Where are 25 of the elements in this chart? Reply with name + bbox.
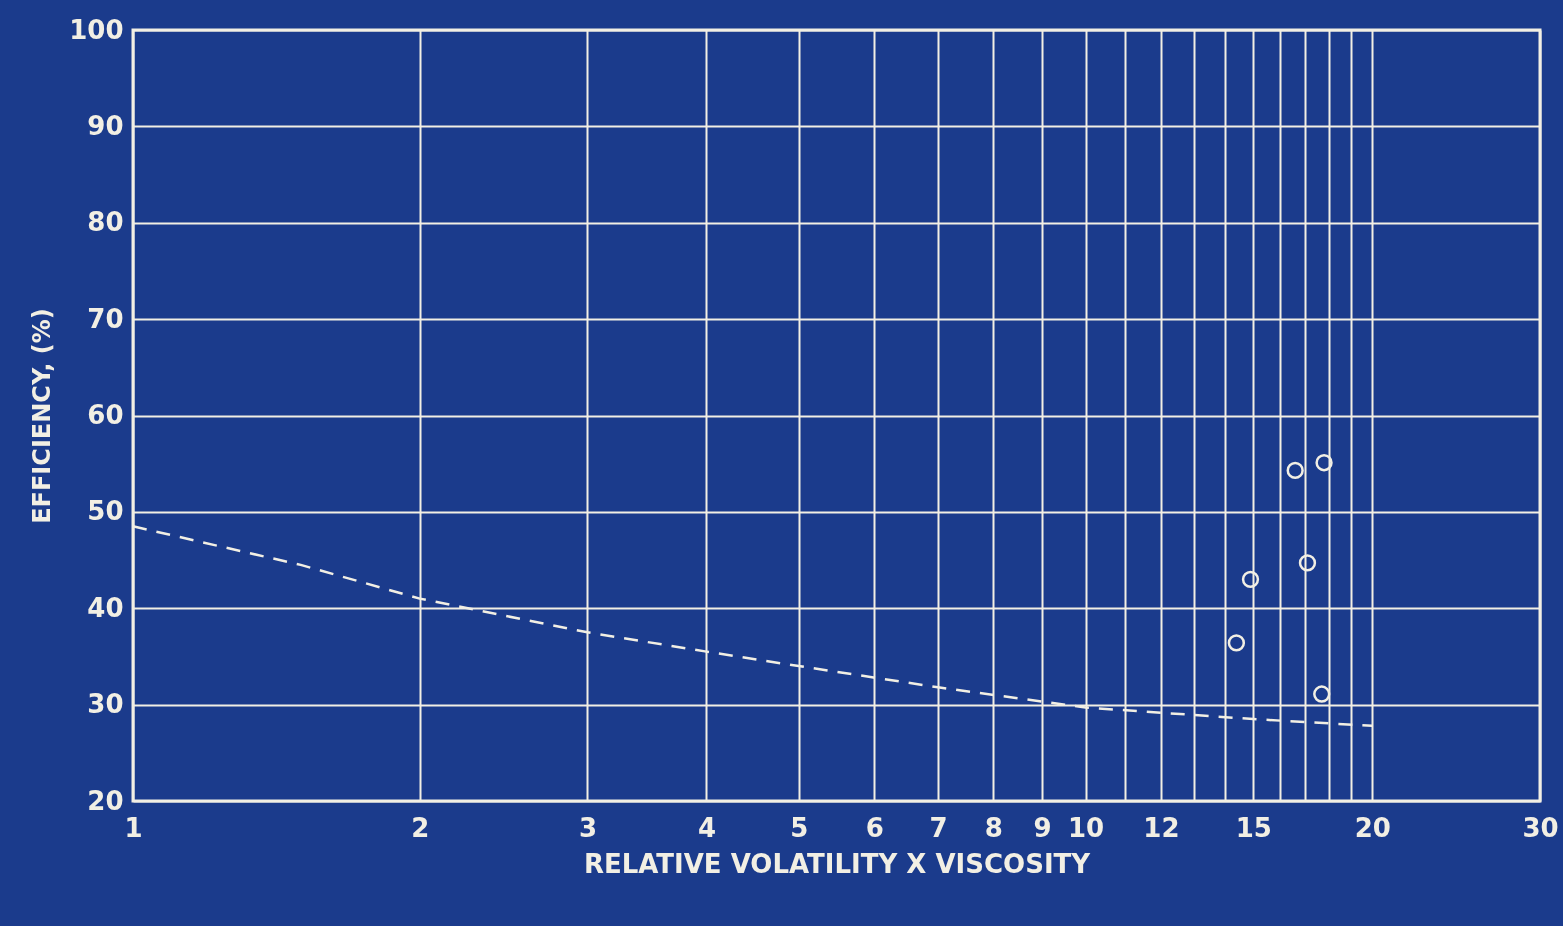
x-tick-label: 6 xyxy=(865,812,884,843)
x-tick-label: 9 xyxy=(1033,812,1052,843)
x-tick-label: 2 xyxy=(411,812,430,843)
x-tick-label: 5 xyxy=(790,812,809,843)
x-tick-label: 8 xyxy=(984,812,1003,843)
x-tick-label: 12 xyxy=(1143,812,1180,843)
x-tick-label: 7 xyxy=(929,812,948,843)
x-tick-label: 10 xyxy=(1067,812,1105,843)
y-tick-label: 60 xyxy=(87,400,124,430)
x-tick-label: 3 xyxy=(578,812,598,843)
x-tick-label: 20 xyxy=(1354,812,1391,843)
y-tick-label: 80 xyxy=(87,207,124,238)
y-tick-label: 70 xyxy=(87,303,124,334)
y-tick-label: 30 xyxy=(87,689,124,720)
y-tick-label: 100 xyxy=(69,14,124,45)
x-tick-label: 15 xyxy=(1235,812,1272,843)
x-axis-title: RELATIVE VOLATILITY X VISCOSITY xyxy=(583,848,1092,879)
y-tick-label: 40 xyxy=(87,592,124,623)
y-tick-label: 90 xyxy=(87,110,124,141)
x-tick-label: 4 xyxy=(697,812,717,843)
y-axis-title: EFFICIENCY, (%) xyxy=(28,308,57,524)
y-tick-label: 20 xyxy=(87,785,124,816)
x-tick-label: 30 xyxy=(1522,812,1559,843)
y-tick-label: 50 xyxy=(87,496,124,527)
x-tick-label: 1 xyxy=(124,812,143,843)
